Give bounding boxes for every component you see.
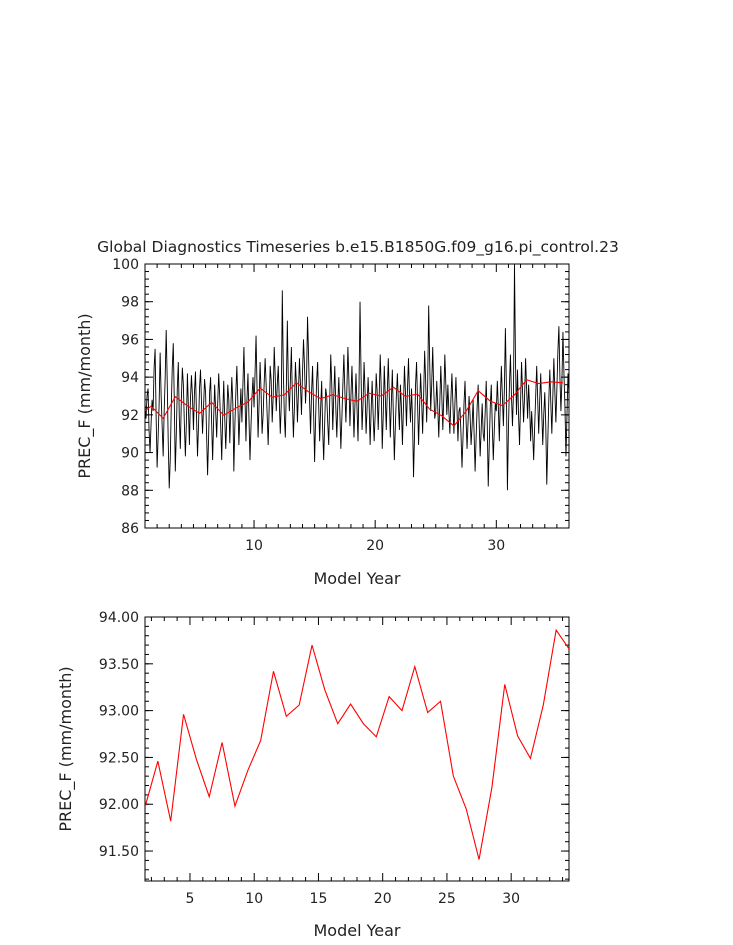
bottom-x-tick-label: 30 (502, 891, 520, 907)
bottom-series-group (145, 628, 569, 860)
bottom-x-tick-label: 20 (374, 891, 392, 907)
top-y-tick-label: 94 (121, 370, 139, 386)
top-y-tick-label: 100 (112, 257, 139, 273)
bottom-plot-frame (144, 616, 570, 882)
bottom-y-tick-label: 91.50 (99, 844, 139, 860)
top-series-group (145, 264, 569, 491)
top-series-line-monthly (145, 264, 569, 491)
bottom-x-tick-label: 10 (245, 891, 263, 907)
bottom-x-axis-label: Model Year (314, 921, 401, 940)
bottom-y-tick-label: 93.00 (99, 704, 139, 720)
bottom-axis-ticks: 5 10 15 20 25 30 91.50 92.00 92.50 93.00 93.50 94.0… (99, 610, 569, 907)
top-x-tick-label: 20 (366, 538, 384, 554)
top-y-tick-label: 92 (121, 408, 139, 424)
top-y-tick-label: 98 (121, 295, 139, 311)
bottom-y-axis-label: PREC_F (mm/month) (56, 666, 76, 831)
bottom-y-tick-label: 92.00 (99, 797, 139, 813)
top-x-tick-label: 10 (245, 538, 263, 554)
top-y-tick-label: 86 (121, 521, 139, 537)
top-y-tick-label: 96 (121, 332, 139, 348)
bottom-x-tick-label: 25 (438, 891, 456, 907)
top-y-tick-label: 90 (121, 446, 139, 462)
bottom-y-tick-label: 94.00 (99, 610, 139, 626)
top-series-line-annual-mean (145, 379, 563, 427)
bottom-series-line-annual-mean (145, 628, 569, 860)
top-y-axis-label: PREC_F (mm/month) (75, 313, 95, 478)
top-x-axis-label: Model Year (314, 569, 401, 588)
top-x-tick-label: 30 (487, 538, 505, 554)
top-y-tick-label: 88 (121, 483, 139, 499)
chart-title: Global Diagnostics Timeseries b.e15.B185… (97, 238, 619, 257)
bottom-y-tick-label: 93.50 (99, 657, 139, 673)
bottom-x-tick-label: 15 (310, 891, 328, 907)
bottom-x-tick-label: 5 (186, 891, 195, 907)
bottom-y-tick-label: 92.50 (99, 750, 139, 766)
